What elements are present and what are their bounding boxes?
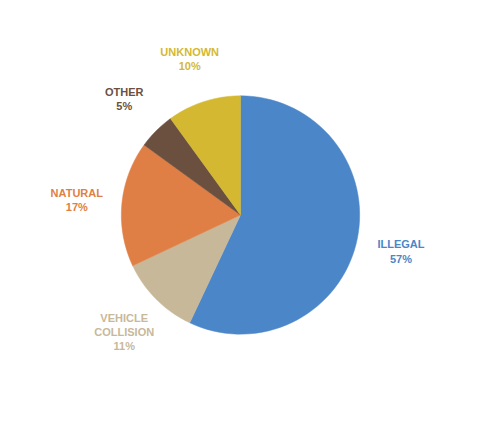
svg-text:OTHER5%: OTHER5%: [105, 86, 144, 112]
svg-text:ILLEGAL57%: ILLEGAL57%: [377, 238, 424, 264]
svg-text:NATURAL17%: NATURAL17%: [51, 187, 104, 213]
svg-text:VEHICLECOLLISION11%: VEHICLECOLLISION11%: [94, 312, 154, 353]
svg-text:UNKNOWN10%: UNKNOWN10%: [160, 46, 219, 72]
